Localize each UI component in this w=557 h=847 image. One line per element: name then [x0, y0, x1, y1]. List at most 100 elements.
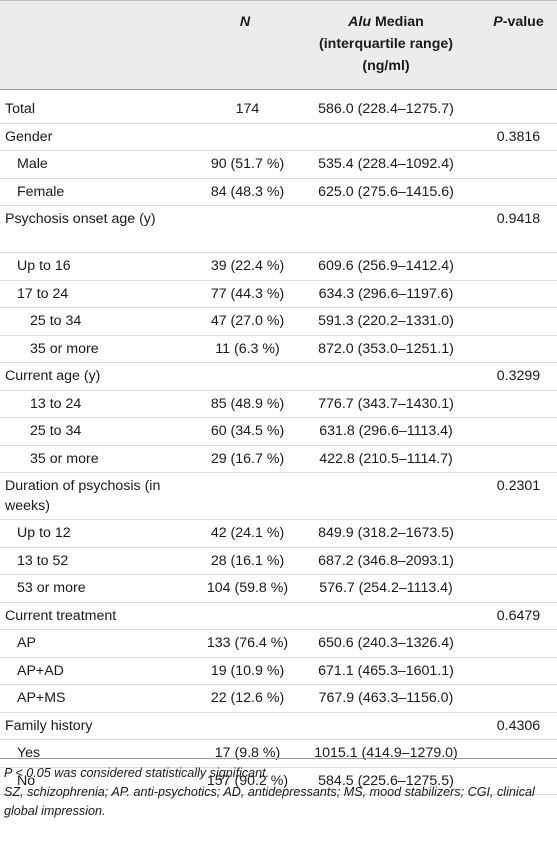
header-alu-italic: Alu	[348, 14, 372, 30]
table-row: 25 to 34 47 (27.0 %) 591.3 (220.2–1331.0)	[0, 308, 557, 336]
table-footnotes: P < 0.05 was considered statistically si…	[4, 764, 549, 821]
row-label: Male	[17, 156, 48, 172]
row-label: 13 to 24	[30, 395, 82, 412]
header-p-rest: -value	[502, 14, 544, 30]
row-label: Duration of psychosis (in weeks)	[5, 478, 161, 514]
table-row: Duration of psychosis (in weeks) 0.2301	[0, 473, 557, 520]
row-n: 22 (12.6 %)	[210, 690, 285, 706]
row-n: 28 (16.1 %)	[210, 552, 285, 569]
row-alu-median: 872.0 (353.0–1251.1)	[318, 340, 454, 357]
table-row: AP+AD 19 (10.9 %) 671.1 (465.3–1601.1)	[0, 658, 557, 685]
row-alu-median: 650.6 (240.3–1326.4)	[318, 635, 454, 651]
row-alu-median: 576.7 (254.2–1113.4)	[319, 580, 453, 596]
table-row: Male 90 (51.7 %) 535.4 (228.4–1092.4)	[0, 151, 557, 179]
row-label: No	[17, 772, 36, 789]
row-n: 85 (48.9 %)	[210, 395, 285, 412]
row-alu-median: 535.4 (228.4–1092.4)	[318, 156, 454, 172]
row-p-value: 0.3299	[496, 368, 541, 384]
row-alu-median: 586.0 (228.4–1275.7)	[318, 101, 454, 117]
table-row: AP 133 (76.4 %) 650.6 (240.3–1326.4)	[0, 630, 557, 658]
table-row: Up to 16 39 (22.4 %) 609.6 (256.9–1412.4)	[0, 253, 557, 281]
row-n: 42 (24.1 %)	[210, 525, 285, 541]
row-label: Current age (y)	[5, 368, 101, 384]
row-n: 77 (44.3 %)	[210, 285, 285, 302]
row-n: 104 (59.8 %)	[206, 580, 289, 596]
row-label: Psychosis onset age (y)	[5, 211, 156, 227]
table-bottom-rule	[0, 758, 557, 759]
row-p-value: 0.3816	[496, 128, 541, 145]
row-label: 25 to 34	[30, 423, 82, 439]
row-alu-median: 609.6 (256.9–1412.4)	[318, 258, 454, 274]
footnote-abbreviations: SZ, schizophrenia; AP. anti-psychotics; …	[4, 785, 535, 818]
row-n: 84 (48.3 %)	[210, 183, 285, 200]
row-p-value: 0.6479	[496, 607, 541, 624]
header-n: N	[239, 14, 251, 30]
table-row: Family history 0.4306	[0, 713, 557, 740]
row-alu-median: 631.8 (296.6–1113.4)	[319, 423, 453, 439]
row-label: AP	[17, 635, 36, 651]
table-row: 53 or more 104 (59.8 %) 576.7 (254.2–1113.…	[0, 575, 557, 603]
table-row: Gender 0.3816	[0, 124, 557, 151]
row-label: Up to 16	[17, 258, 71, 274]
row-n: 39 (22.4 %)	[210, 258, 285, 274]
row-n: 11 (6.3 %)	[215, 340, 280, 357]
row-alu-median: 625.0 (275.6–1415.6)	[318, 183, 454, 200]
row-alu-median: 687.2 (346.8–2093.1)	[318, 552, 454, 569]
table-row: 35 or more 29 (16.7 %) 422.8 (210.5–1114.7…	[0, 446, 557, 473]
row-n: 174	[235, 101, 260, 117]
row-label: 13 to 52	[17, 552, 69, 569]
row-alu-median: 671.1 (465.3–1601.1)	[318, 662, 454, 679]
table-header: N Alu Median (interquartile range) (ng/m…	[0, 0, 557, 90]
row-label: 53 or more	[17, 580, 86, 596]
table-row: Total 174 586.0 (228.4–1275.7)	[0, 96, 557, 124]
row-alu-median: 584.5 (225.6–1275.5)	[318, 772, 454, 789]
table-row: AP+MS 22 (12.6 %) 767.9 (463.3–1156.0)	[0, 685, 557, 713]
table-row: Psychosis onset age (y) 0.9418	[0, 206, 557, 253]
row-label: 35 or more	[30, 340, 99, 357]
table-row: Up to 12 42 (24.1 %) 849.9 (318.2–1673.5)	[0, 520, 557, 548]
row-label: Female	[17, 183, 65, 200]
row-label: Gender	[5, 128, 53, 145]
table-row: 13 to 24 85 (48.9 %) 776.7 (343.7–1430.1)	[0, 391, 557, 418]
table-row: 25 to 34 60 (34.5 %) 631.8 (296.6–1113.4)	[0, 418, 557, 446]
row-n: 29 (16.7 %)	[210, 450, 285, 467]
row-label: Family history	[5, 717, 93, 734]
table-row: Yes 17 (9.8 %) 1015.1 (414.9–1279.0)	[0, 740, 557, 768]
row-n: 60 (34.5 %)	[210, 423, 285, 439]
row-alu-median: 634.3 (296.6–1197.6)	[318, 285, 454, 302]
header-p-value: P-value	[480, 11, 557, 33]
row-alu-median: 422.8 (210.5–1114.7)	[319, 450, 453, 467]
header-alu-median: Alu Median (interquartile range) (ng/ml)	[296, 11, 476, 77]
row-p-value: 0.4306	[496, 717, 541, 734]
row-alu-median: 767.9 (463.3–1156.0)	[318, 690, 454, 706]
row-label: 35 or more	[30, 450, 99, 467]
header-p-italic: P	[493, 14, 503, 30]
row-label: Current treatment	[5, 607, 117, 624]
row-p-value: 0.9418	[496, 211, 541, 227]
row-n: 157 (90.2 %)	[206, 772, 289, 789]
row-alu-median: 1015.1 (414.9–1279.0)	[314, 745, 458, 761]
data-table: N Alu Median (interquartile range) (ng/m…	[0, 0, 557, 795]
row-label: 25 to 34	[30, 313, 82, 329]
row-label: Up to 12	[17, 525, 71, 541]
footnote-significance: P < 0.05 was considered statistically si…	[4, 766, 270, 780]
table-row: Current treatment 0.6479	[0, 603, 557, 630]
row-n: 19 (10.9 %)	[210, 662, 285, 679]
header-alu-line2: (interquartile range)	[318, 36, 453, 52]
row-label: AP+AD	[17, 662, 64, 679]
table-row: No 157 (90.2 %) 584.5 (225.6–1275.5)	[0, 768, 557, 795]
row-label: Yes	[17, 745, 41, 761]
header-alu-rest: Median	[371, 14, 424, 30]
row-alu-median: 776.7 (343.7–1430.1)	[318, 395, 454, 412]
table-row: 17 to 24 77 (44.3 %) 634.3 (296.6–1197.6)	[0, 281, 557, 308]
row-p-value: 0.2301	[496, 478, 541, 494]
header-alu-line3: (ng/ml)	[362, 58, 410, 74]
row-alu-median: 849.9 (318.2–1673.5)	[318, 525, 454, 541]
row-alu-median: 591.3 (220.2–1331.0)	[318, 313, 454, 329]
row-label: AP+MS	[17, 690, 66, 706]
row-label: 17 to 24	[17, 285, 69, 302]
table-row: 35 or more 11 (6.3 %) 872.0 (353.0–1251.1)	[0, 336, 557, 363]
table-row: 13 to 52 28 (16.1 %) 687.2 (346.8–2093.1)	[0, 548, 557, 575]
row-n: 17 (9.8 %)	[214, 745, 281, 761]
row-label: Total	[5, 101, 35, 117]
